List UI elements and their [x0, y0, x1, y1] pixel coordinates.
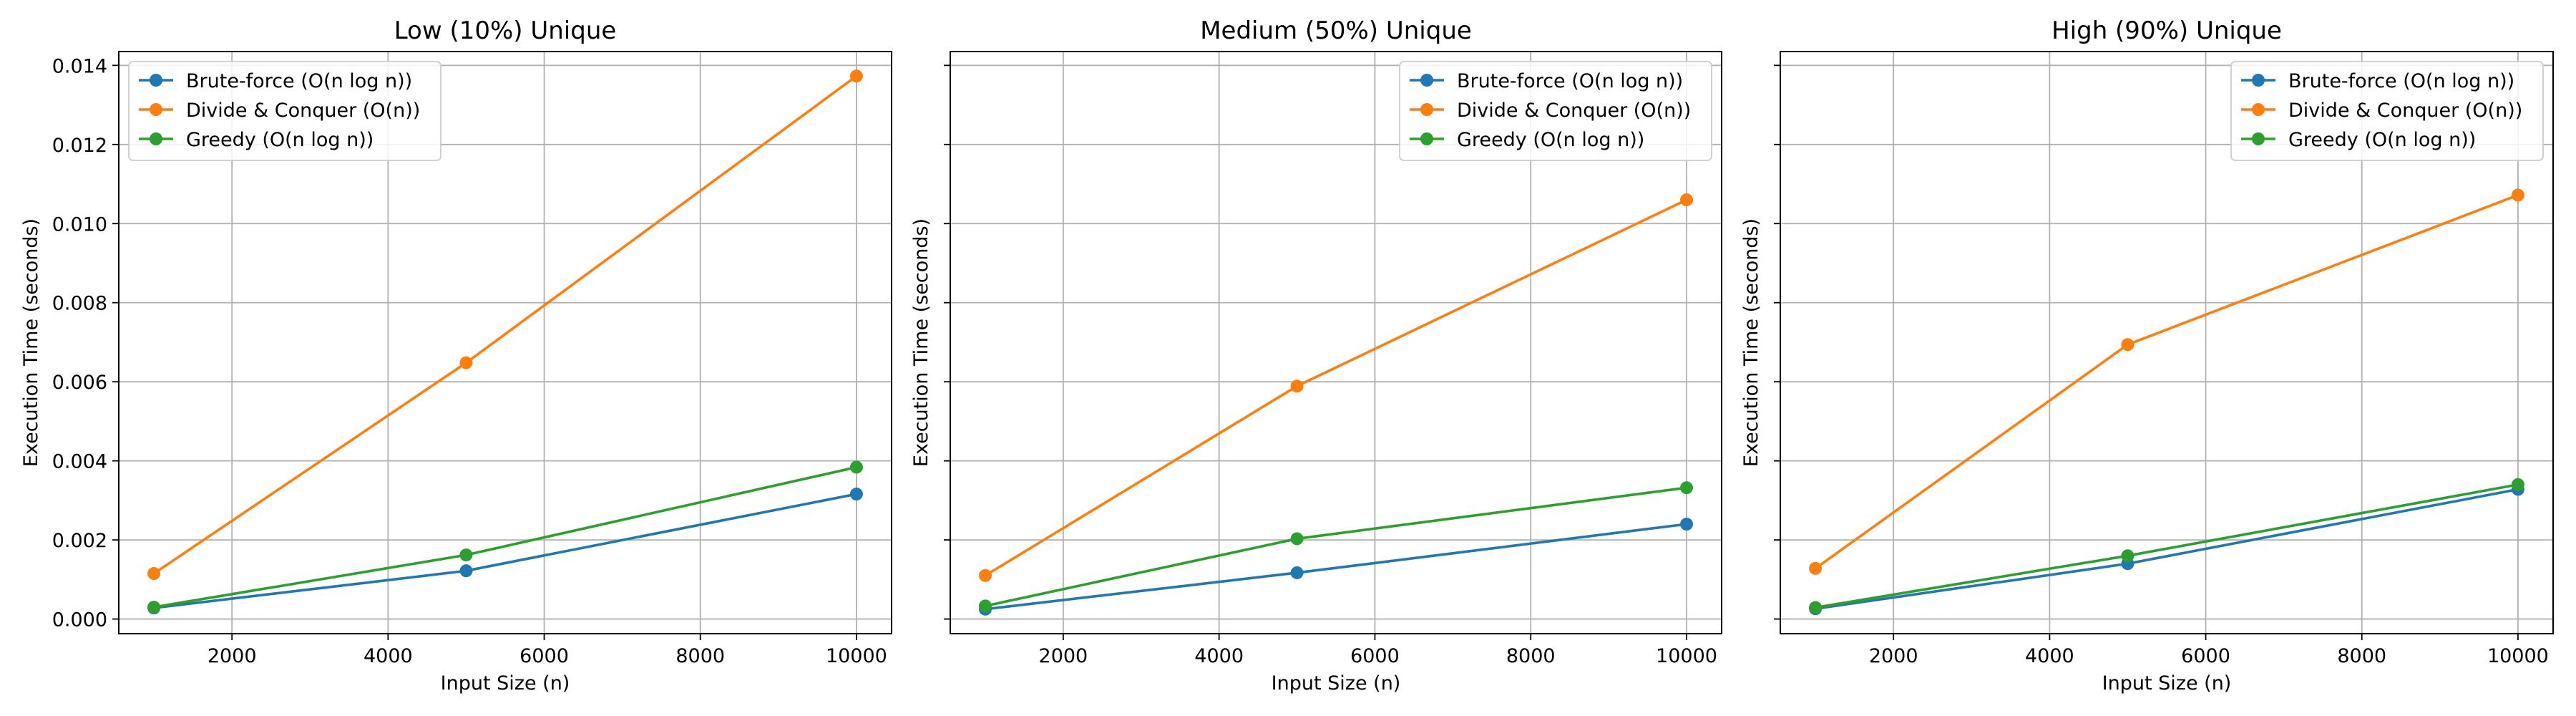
x-tick-label: 4000 — [364, 645, 413, 667]
data-point — [1290, 566, 1304, 579]
data-point — [979, 599, 992, 613]
x-tick-label: 6000 — [519, 645, 569, 667]
y-tick-label: 0.008 — [52, 293, 107, 315]
x-axis-label: Input Size (n) — [1272, 672, 1401, 695]
legend-marker — [150, 132, 162, 145]
y-tick-label: 0.000 — [52, 609, 107, 632]
series-line-3 — [153, 465, 857, 609]
data-point — [2121, 338, 2135, 352]
data-point — [1290, 532, 1304, 546]
data-point — [2121, 549, 2135, 563]
legend-label: Brute-force (O(n log n)) — [1457, 70, 1683, 92]
legend-label: Greedy (O(n log n)) — [1457, 129, 1644, 151]
data-point — [1290, 379, 1304, 393]
data-point — [1809, 561, 1823, 575]
legend-box — [1399, 61, 1712, 161]
series-line-1 — [985, 523, 1687, 611]
y-tick-label: 0.002 — [52, 530, 107, 552]
legend-marker — [150, 103, 162, 116]
y-axis-label: Execution Time (seconds) — [910, 218, 932, 467]
data-point — [2511, 478, 2524, 491]
data-point — [459, 548, 473, 562]
legend-label: Divide & Conquer (O(n)) — [2288, 100, 2522, 122]
legend: Brute-force (O(n log n)) Divide & Conquer… — [128, 61, 441, 161]
x-tick-label: 6000 — [1350, 645, 1400, 667]
chart-title: Medium (50%) Unique — [1200, 16, 1472, 45]
y-tick-label: 0.006 — [52, 372, 107, 394]
data-point — [1809, 601, 1823, 614]
legend-box — [128, 61, 441, 161]
series-line-3 — [985, 486, 1687, 608]
legend-marker — [2252, 132, 2265, 145]
legend-label: Divide & Conquer (O(n)) — [1457, 100, 1691, 122]
legend-label: Divide & Conquer (O(n)) — [186, 100, 420, 122]
data-point — [1680, 193, 1693, 207]
x-axis-label: Input Size (n) — [2102, 672, 2232, 695]
data-point — [849, 488, 863, 501]
x-tick-label: 10000 — [1656, 645, 1717, 667]
y-tick-label: 0.010 — [52, 213, 107, 236]
x-tick-label: 2000 — [208, 645, 257, 667]
legend: Brute-force (O(n log n)) Divide & Conquer… — [1399, 61, 1712, 161]
series-line-3 — [1815, 483, 2519, 609]
x-tick-label: 8000 — [675, 645, 725, 667]
legend-marker — [1420, 103, 1433, 116]
legend-marker — [1420, 74, 1433, 87]
y-tick-label: 0.012 — [52, 135, 107, 157]
data-point — [1680, 481, 1693, 495]
data-point — [147, 600, 161, 614]
legend-label: Brute-force (O(n log n)) — [186, 70, 412, 92]
x-axis-label: Input Size (n) — [441, 672, 570, 695]
x-tick-label: 2000 — [1869, 645, 1918, 667]
data-point — [459, 356, 473, 369]
series-line-1 — [153, 493, 857, 609]
data-point — [147, 567, 161, 581]
legend-box — [2230, 61, 2544, 161]
legend: Brute-force (O(n log n)) Divide & Conquer… — [2230, 61, 2544, 161]
x-tick-label: 4000 — [1194, 645, 1244, 667]
y-axis-label: Execution Time (seconds) — [1740, 218, 1762, 467]
x-tick-label: 6000 — [2181, 645, 2230, 667]
axes-frame — [1780, 51, 2554, 634]
data-point — [459, 564, 473, 578]
legend-marker — [2252, 103, 2265, 116]
legend-label: Greedy (O(n log n)) — [2288, 129, 2476, 151]
legend-label: Greedy (O(n log n)) — [186, 129, 374, 151]
data-point — [849, 460, 863, 474]
data-point — [1680, 518, 1693, 531]
chart-panel-3: 2000 4000 6000 8000 10000 High (90%) Unique In… — [1740, 16, 2554, 695]
y-tick-label: 0.004 — [52, 451, 107, 473]
chart-title: High (90%) Unique — [2051, 16, 2282, 45]
chart-panel-2: 2000 4000 6000 8000 10000 Medium (50%) Unique… — [910, 16, 1722, 695]
x-tick-label: 10000 — [826, 645, 887, 667]
x-tick-label: 10000 — [2487, 645, 2549, 667]
axes-frame — [118, 51, 892, 634]
series-line-2 — [985, 198, 1687, 577]
legend-marker — [1420, 132, 1433, 145]
chart-panel-1: 2000 4000 6000 8000 10000 0.000 0.002 0.004 0.00… — [20, 16, 892, 695]
data-point — [2511, 188, 2524, 202]
legend-label: Brute-force (O(n log n)) — [2288, 70, 2514, 92]
chart-title: Low (10%) Unique — [394, 16, 617, 45]
y-axis-label: Execution Time (seconds) — [20, 218, 42, 467]
data-point — [979, 569, 992, 582]
x-tick-label: 2000 — [1039, 645, 1088, 667]
axes-frame — [950, 51, 1722, 634]
x-tick-label: 4000 — [2025, 645, 2074, 667]
legend-marker — [150, 74, 162, 87]
legend-marker — [2252, 74, 2265, 87]
data-point — [849, 69, 863, 83]
y-tick-label: 0.014 — [52, 55, 107, 77]
x-tick-label: 8000 — [1506, 645, 1556, 667]
x-tick-label: 8000 — [2337, 645, 2386, 667]
